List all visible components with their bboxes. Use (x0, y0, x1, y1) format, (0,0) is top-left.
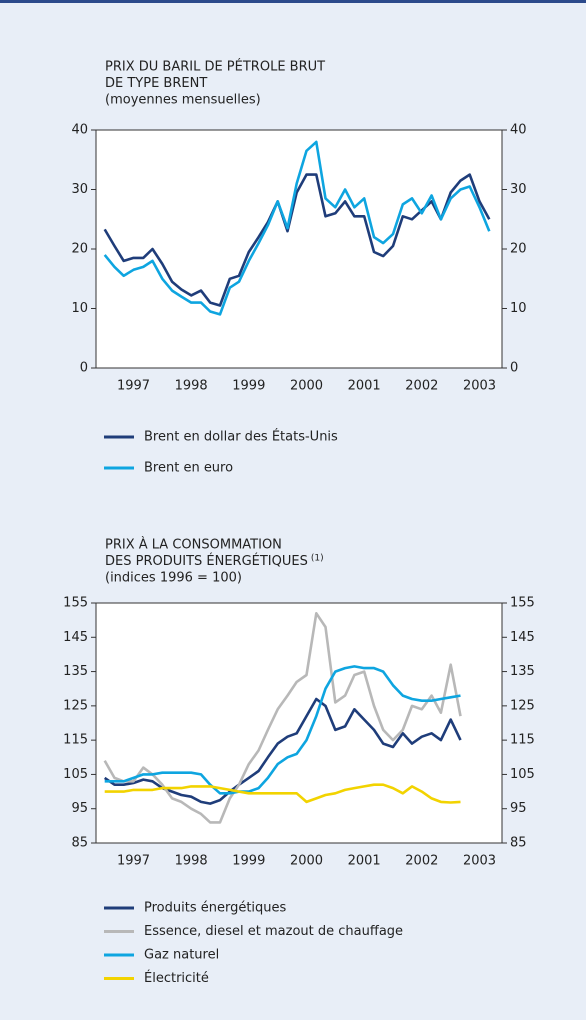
x-tick-label: 1997 (117, 379, 150, 394)
title-note: (1) (311, 553, 324, 563)
x-tick-label: 2001 (348, 379, 381, 394)
x-tick-label: 2002 (405, 854, 438, 869)
x-tick-label: 2003 (463, 379, 496, 394)
x-tick-label: 1999 (232, 854, 265, 869)
series-line (104, 665, 461, 795)
x-tick-label: 2000 (290, 379, 323, 394)
y2-tick-label: 30 (510, 182, 527, 197)
y2-tick-label: 125 (510, 698, 535, 713)
chart-title: PRIX DU BARIL DE PÉTROLE BRUT (105, 59, 325, 75)
chart-title: DES PRODUITS ÉNERGÉTIQUES (1) (105, 553, 324, 569)
y-tick-label: 10 (71, 301, 88, 316)
y2-tick-label: 10 (510, 301, 527, 316)
x-tick-label: 1999 (232, 379, 265, 394)
y2-tick-label: 85 (510, 836, 527, 851)
x-tick-label: 2000 (290, 854, 323, 869)
y-tick-label: 20 (71, 242, 88, 257)
plot-area (95, 129, 503, 369)
y2-tick-label: 0 (510, 361, 518, 376)
y2-tick-label: 20 (510, 242, 527, 257)
chart-subtitle: (moyennes mensuelles) (105, 93, 261, 108)
y-tick-label: 125 (63, 698, 88, 713)
y-tick-label: 115 (63, 733, 88, 748)
legend-label: Produits énergétiques (144, 901, 287, 916)
chart-title: PRIX À LA CONSOMMATION (105, 537, 282, 553)
y-tick-label: 135 (63, 664, 88, 679)
x-tick-label: 2001 (348, 854, 381, 869)
y2-tick-label: 155 (510, 596, 535, 611)
x-tick-label: 1998 (175, 379, 208, 394)
y-tick-label: 30 (71, 182, 88, 197)
y2-tick-label: 145 (510, 630, 535, 645)
y-tick-label: 40 (71, 123, 88, 138)
legend-label: Brent en euro (144, 461, 233, 476)
legend-label: Gaz naturel (144, 948, 219, 963)
series-line (104, 783, 461, 804)
y2-tick-label: 135 (510, 664, 535, 679)
y-tick-label: 95 (71, 801, 88, 816)
x-tick-label: 2002 (405, 379, 438, 394)
y-tick-label: 85 (71, 836, 88, 851)
legend-label: Électricité (144, 970, 209, 986)
chart-subtitle: (indices 1996 = 100) (105, 571, 242, 586)
y-tick-label: 155 (63, 596, 88, 611)
y-tick-label: 105 (63, 767, 88, 782)
legend-label: Brent en dollar des États-Unis (144, 429, 338, 445)
y-tick-label: 145 (63, 630, 88, 645)
x-tick-label: 1998 (175, 854, 208, 869)
x-tick-label: 1997 (117, 854, 150, 869)
y2-tick-label: 95 (510, 801, 527, 816)
series-line (103, 140, 491, 316)
y2-tick-label: 105 (510, 767, 535, 782)
y-tick-label: 0 (80, 361, 88, 376)
chart-title: DE TYPE BRENT (105, 76, 207, 91)
top-rule (0, 0, 586, 3)
legend-label: Essence, diesel et mazout de chauffage (144, 924, 403, 939)
plot-area (95, 602, 503, 844)
y2-tick-label: 40 (510, 123, 527, 138)
y2-tick-label: 115 (510, 733, 535, 748)
x-tick-label: 2003 (463, 854, 496, 869)
